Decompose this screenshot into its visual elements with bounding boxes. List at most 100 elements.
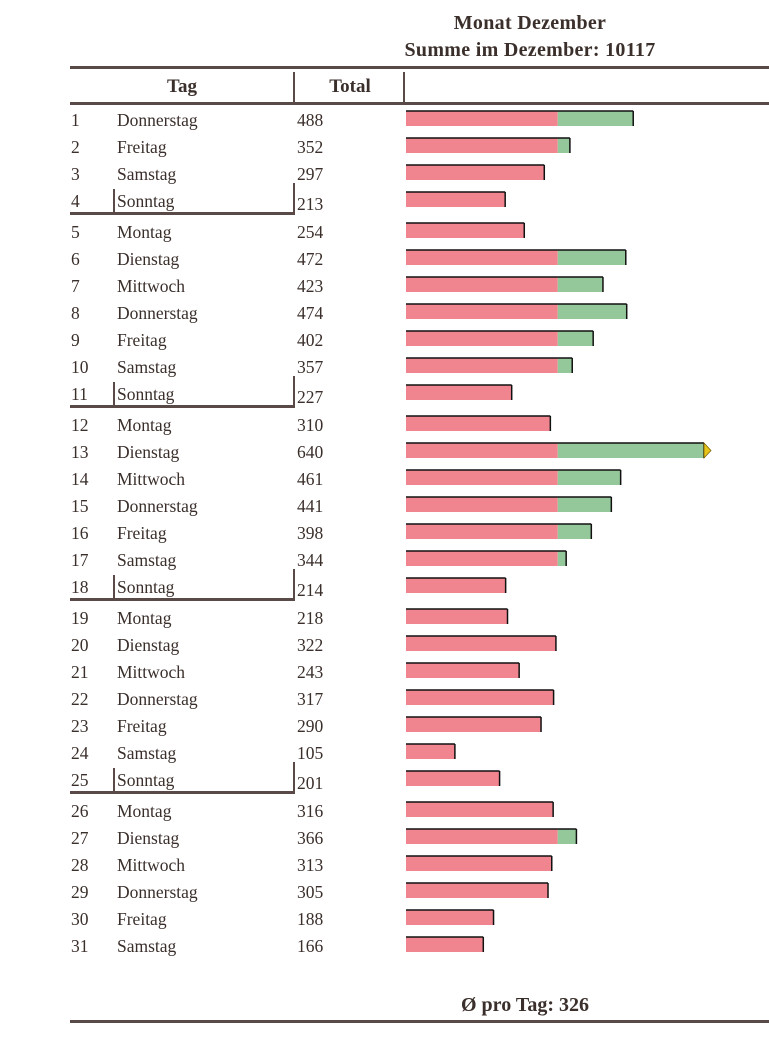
weekday: Samstag <box>117 743 177 763</box>
day-total: 310 <box>297 415 324 435</box>
bar-day-4 <box>406 191 506 207</box>
bar-base <box>406 524 558 539</box>
bar-day-16 <box>406 523 593 539</box>
week-separator-tick <box>293 183 295 212</box>
bar-excess <box>557 331 594 346</box>
weekday: Freitag <box>117 330 167 350</box>
table-row: 31 Samstag 166 <box>0 934 769 960</box>
bar-base <box>406 690 554 705</box>
weekday: Sonntag <box>117 577 175 597</box>
bar-base <box>406 165 545 180</box>
table-row: 11 Sonntag 227 <box>0 376 769 408</box>
week-separator <box>70 598 295 601</box>
day-total: 352 <box>297 137 324 157</box>
week-separator <box>70 791 295 794</box>
day-number: 17 <box>71 550 89 570</box>
bar-base <box>406 192 506 207</box>
weekday: Donnerstag <box>117 689 198 709</box>
table-row: 17 Samstag 344 <box>0 548 769 574</box>
weekday: Montag <box>117 801 172 821</box>
bar-day-1 <box>406 110 634 126</box>
week-separator-tick <box>293 569 295 598</box>
day-number: 3 <box>71 164 80 184</box>
day-total: 488 <box>297 110 324 130</box>
day-number: 10 <box>71 357 89 377</box>
week-separator-tick <box>113 575 115 598</box>
bar-day-29 <box>406 882 549 898</box>
header-bottom-rule <box>70 102 769 105</box>
day-total: 640 <box>297 442 324 462</box>
overflow-marker <box>703 441 712 460</box>
day-number: 14 <box>71 469 89 489</box>
bar-base <box>406 771 500 786</box>
column-header-total: Total <box>329 76 371 97</box>
weekday: Dienstag <box>117 442 180 462</box>
bar-base <box>406 470 558 485</box>
day-total: 402 <box>297 330 324 350</box>
bar-day-17 <box>406 550 567 566</box>
bar-base <box>406 250 558 265</box>
bar-day-23 <box>406 716 542 732</box>
day-total: 357 <box>297 357 324 377</box>
weekday: Freitag <box>117 909 167 929</box>
week-separator-tick <box>113 382 115 405</box>
day-number: 30 <box>71 909 89 929</box>
bar-excess <box>557 250 626 265</box>
table-row: 5 Montag 254 <box>0 220 769 246</box>
table-row: 18 Sonntag 214 <box>0 569 769 601</box>
chart-title: Monat Dezember <box>453 12 607 34</box>
bar-excess <box>557 524 592 539</box>
day-total: 218 <box>297 608 324 628</box>
weekday: Sonntag <box>117 191 175 211</box>
day-total: 290 <box>297 716 324 736</box>
day-number: 11 <box>71 384 88 404</box>
bar-day-15 <box>406 496 613 512</box>
weekday: Sonntag <box>117 770 175 790</box>
day-number: 8 <box>71 303 80 323</box>
bar-base <box>406 304 558 319</box>
bar-base <box>406 578 506 593</box>
bar-day-6 <box>406 249 627 265</box>
weekday: Mittwoch <box>117 469 186 489</box>
day-number: 15 <box>71 496 89 516</box>
day-total: 227 <box>297 387 324 407</box>
day-total: 105 <box>297 743 324 763</box>
day-total: 214 <box>297 580 324 600</box>
table-row: 22 Donnerstag 317 <box>0 687 769 713</box>
day-number: 20 <box>71 635 89 655</box>
week-separator-tick <box>113 768 115 791</box>
bar-day-13 <box>406 441 712 460</box>
day-number: 1 <box>71 110 80 130</box>
bar-day-19 <box>406 608 509 624</box>
bar-base <box>406 802 554 817</box>
day-total: 305 <box>297 882 324 902</box>
day-total: 297 <box>297 164 324 184</box>
bar-excess <box>557 551 567 566</box>
bar-base <box>406 717 542 732</box>
day-number: 31 <box>71 936 89 956</box>
bar-base <box>406 331 558 346</box>
weekday: Donnerstag <box>117 110 198 130</box>
week-separator <box>70 212 295 215</box>
week-separator-tick <box>293 376 295 405</box>
bar-base <box>406 609 508 624</box>
bar-day-28 <box>406 855 553 871</box>
day-number: 13 <box>71 442 89 462</box>
day-total: 461 <box>297 469 324 489</box>
bar-base <box>406 883 549 898</box>
bar-day-21 <box>406 662 520 678</box>
bar-day-7 <box>406 276 604 292</box>
header-separator-total-chart <box>403 72 405 104</box>
day-total: 344 <box>297 550 324 570</box>
day-number: 26 <box>71 801 89 821</box>
table-row: 2 Freitag 352 <box>0 135 769 161</box>
table-row: 20 Dienstag 322 <box>0 633 769 659</box>
bar-day-12 <box>406 415 552 431</box>
day-total: 188 <box>297 909 324 929</box>
day-number: 2 <box>71 137 80 157</box>
bar-excess <box>557 111 634 126</box>
day-total: 366 <box>297 828 324 848</box>
day-number: 27 <box>71 828 89 848</box>
weekday: Montag <box>117 415 172 435</box>
